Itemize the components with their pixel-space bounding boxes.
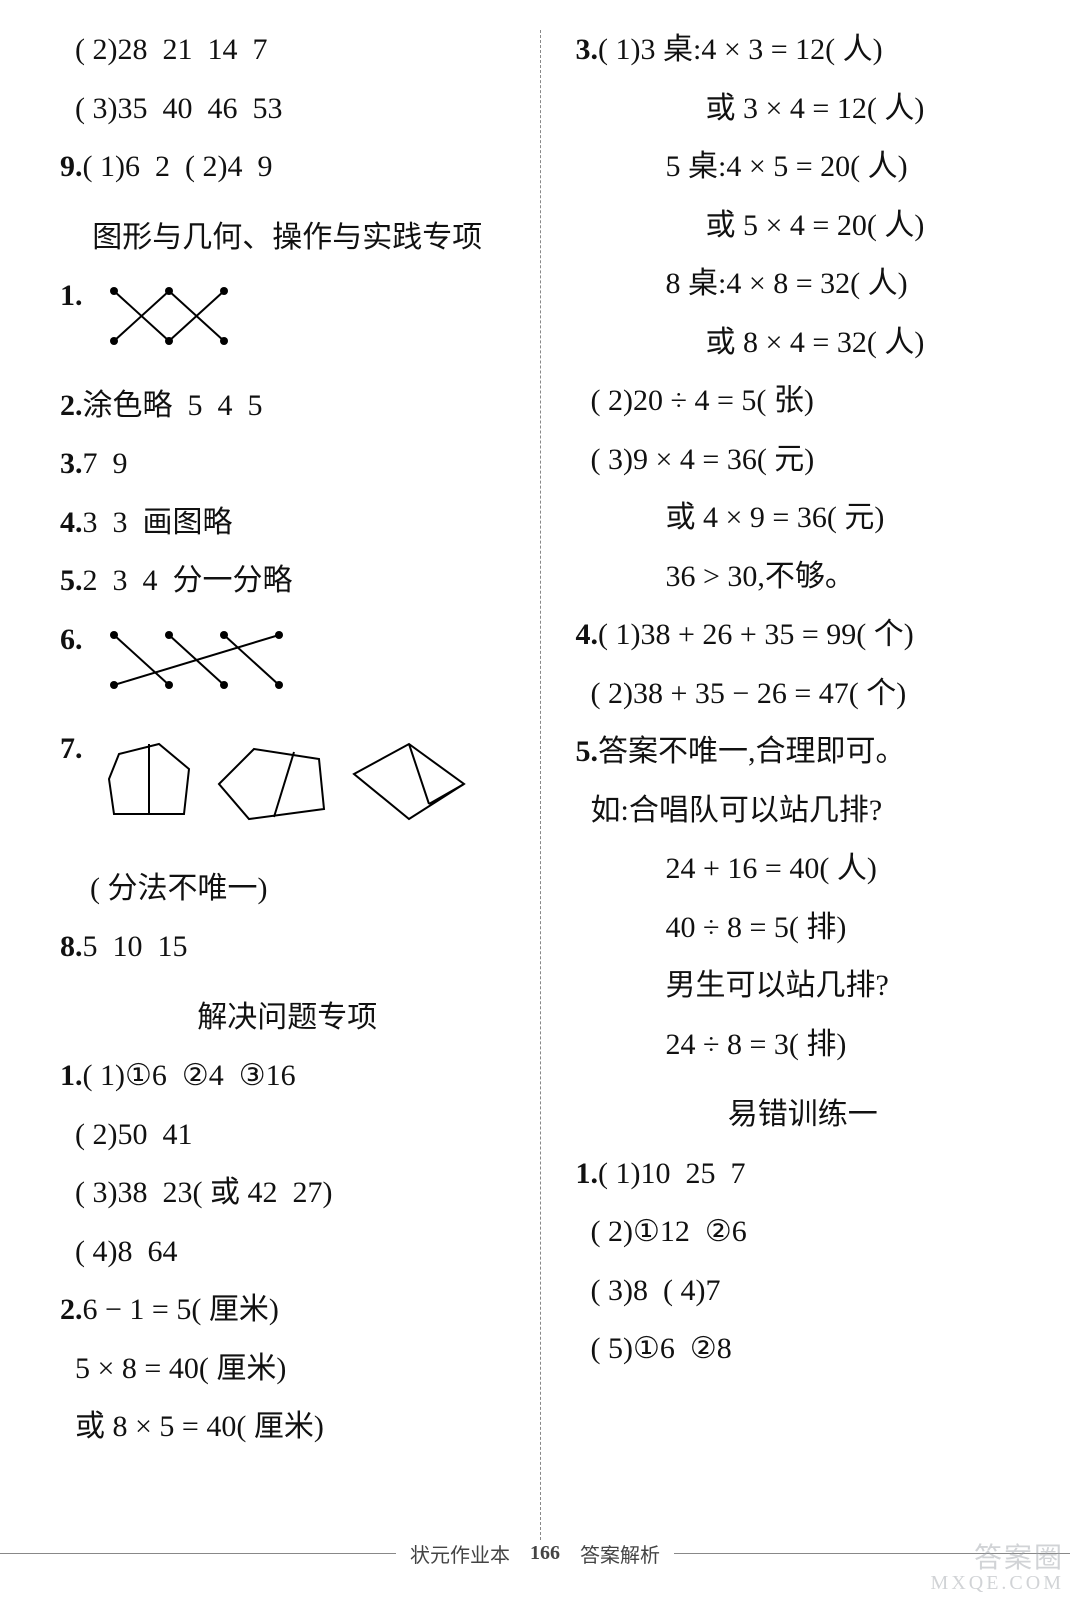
watermark-text-bottom: MXQE.COM — [931, 1573, 1064, 1594]
question-number: 5. — [576, 735, 599, 768]
question-number: 2. — [60, 1293, 83, 1326]
text-line: 如:合唱队可以站几排? — [576, 791, 1031, 832]
answer-text: ( 1)3 桌:4 × 3 = 12( 人) — [598, 33, 883, 66]
q7-shapes-diagram — [89, 729, 469, 851]
text-line: 2.涂色略 5 4 5 — [60, 386, 515, 427]
text-line: 24 ÷ 8 = 3( 排) — [576, 1025, 1031, 1066]
footer-book-title: 状元作业本 — [406, 1539, 514, 1568]
text-line: 4.3 3 画图略 — [60, 503, 515, 544]
text-line: 或 5 × 4 = 20( 人) — [576, 206, 1031, 247]
answer-text: 3 3 画图略 — [83, 506, 233, 539]
text-line: 5.2 3 4 分一分略 — [60, 561, 515, 602]
text-line: 男生可以站几排? — [576, 966, 1031, 1007]
answer-text: 6 − 1 = 5( 厘米) — [83, 1293, 279, 1326]
answer-text: 涂色略 5 4 5 — [83, 389, 263, 422]
text-line: 5 桌:4 × 5 = 20( 人) — [576, 147, 1031, 188]
text-line: 或 8 × 4 = 32( 人) — [576, 323, 1031, 364]
question-number: 4. — [576, 618, 599, 651]
answer-text: 2 3 4 分一分略 — [83, 564, 293, 597]
text-line: 3.( 1)3 桌:4 × 3 = 12( 人) — [576, 30, 1031, 71]
question-number: 3. — [60, 447, 83, 480]
note-text: ( 分法不唯一) — [60, 869, 515, 910]
text-line: 36 > 30,不够。 — [576, 557, 1031, 598]
q1-row: 1. — [60, 276, 515, 368]
text-line: 2.6 − 1 = 5( 厘米) — [60, 1290, 515, 1331]
answer-text: ( 1)6 2 ( 2)4 9 — [83, 150, 273, 183]
text-line: 3.7 9 — [60, 444, 515, 485]
left-column: ( 2)28 21 14 7 ( 3)35 40 46 53 9.( 1)6 2… — [60, 30, 535, 1540]
text-line: 或 3 × 4 = 12( 人) — [576, 89, 1031, 130]
text-line: 5 × 8 = 40( 厘米) — [60, 1349, 515, 1390]
section-title: 图形与几何、操作与实践专项 — [60, 218, 515, 259]
section-title: 易错训练一 — [576, 1095, 1031, 1136]
text-line: ( 4)8 64 — [60, 1232, 515, 1273]
answer-text: 5 10 15 — [83, 930, 188, 963]
text-line: 或 8 × 5 = 40( 厘米) — [60, 1407, 515, 1448]
question-number: 2. — [60, 389, 83, 422]
answer-text: 答案不唯一,合理即可。 — [598, 735, 906, 768]
text-line: ( 3)8 ( 4)7 — [576, 1271, 1031, 1312]
answer-text: ( 1)38 + 26 + 35 = 99( 个) — [598, 618, 914, 651]
text-line: ( 2)20 ÷ 4 = 5( 张) — [576, 381, 1031, 422]
text-line: ( 3)38 23( 或 42 27) — [60, 1173, 515, 1214]
text-line: 或 4 × 9 = 36( 元) — [576, 498, 1031, 539]
text-line: 24 + 16 = 40( 人) — [576, 849, 1031, 890]
footer-page-number: 166 — [524, 1542, 566, 1565]
answer-text: 7 9 — [83, 447, 128, 480]
question-number: 7. — [60, 729, 83, 770]
text-line: 8 桌:4 × 8 = 32( 人) — [576, 264, 1031, 305]
question-number: 1. — [576, 1157, 599, 1190]
question-number: 4. — [60, 506, 83, 539]
text-line: ( 5)①6 ②8 — [576, 1329, 1031, 1370]
page-columns: ( 2)28 21 14 7 ( 3)35 40 46 53 9.( 1)6 2… — [0, 0, 1070, 1540]
text-line: ( 3)9 × 4 = 36( 元) — [576, 440, 1031, 481]
text-line: ( 2)28 21 14 7 — [60, 30, 515, 71]
column-divider — [540, 30, 541, 1540]
text-line: 40 ÷ 8 = 5( 排) — [576, 908, 1031, 949]
text-line: 1.( 1)①6 ②4 ③16 — [60, 1056, 515, 1097]
answer-text: ( 1)①6 ②4 ③16 — [83, 1059, 296, 1092]
question-number: 1. — [60, 276, 83, 317]
text-line: 8.5 10 15 — [60, 927, 515, 968]
question-number: 5. — [60, 564, 83, 597]
q1-matching-diagram — [89, 276, 259, 368]
footer-section-label: 答案解析 — [576, 1539, 664, 1568]
text-line: ( 2)①12 ②6 — [576, 1212, 1031, 1253]
q6-matching-diagram — [89, 620, 319, 712]
question-number: 1. — [60, 1059, 83, 1092]
text-line: 4.( 1)38 + 26 + 35 = 99( 个) — [576, 615, 1031, 656]
answer-text: ( 1)10 25 7 — [598, 1157, 745, 1190]
page-footer: 状元作业本 166 答案解析 — [0, 1539, 1070, 1568]
watermark-text-top: 答案圈 — [931, 1544, 1064, 1573]
question-number: 9. — [60, 150, 83, 183]
text-line: ( 2)50 41 — [60, 1115, 515, 1156]
text-line: 1.( 1)10 25 7 — [576, 1154, 1031, 1195]
footer-rule-left — [0, 1553, 396, 1554]
section-title: 解决问题专项 — [60, 998, 515, 1039]
right-column: 3.( 1)3 桌:4 × 3 = 12( 人) 或 3 × 4 = 12( 人… — [546, 30, 1031, 1540]
question-number: 6. — [60, 620, 83, 661]
text-line: ( 2)38 + 35 − 26 = 47( 个) — [576, 674, 1031, 715]
q6-row: 6. — [60, 620, 515, 712]
q7-row: 7. — [60, 729, 515, 851]
question-number: 3. — [576, 33, 599, 66]
watermark: 答案圈 MXQE.COM — [931, 1544, 1064, 1594]
text-line: ( 3)35 40 46 53 — [60, 89, 515, 130]
question-number: 8. — [60, 930, 83, 963]
text-line: 9.( 1)6 2 ( 2)4 9 — [60, 147, 515, 188]
text-line: 5.答案不唯一,合理即可。 — [576, 732, 1031, 773]
